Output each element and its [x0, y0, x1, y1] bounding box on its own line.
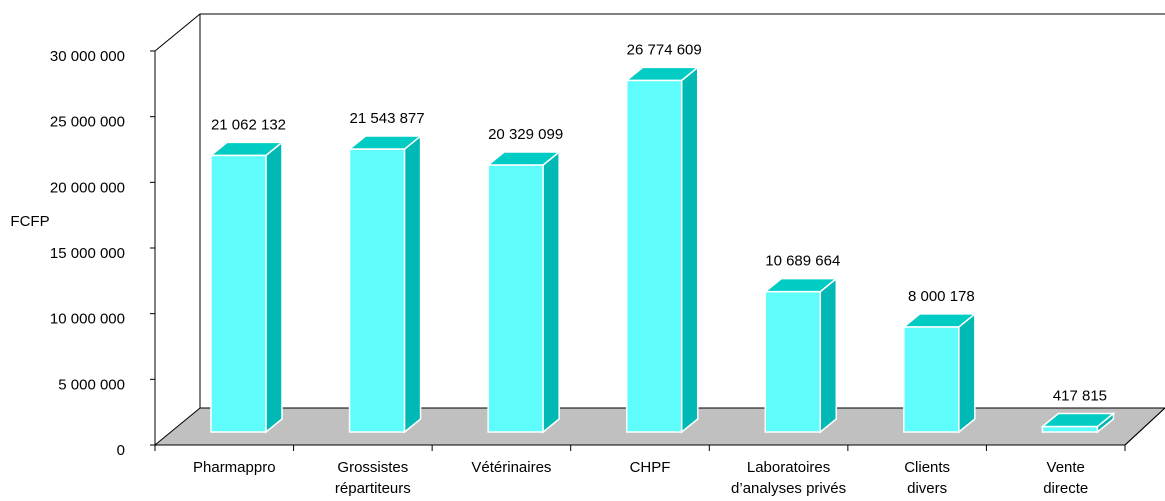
bar-side: [265, 140, 283, 434]
x-tick-label: Vente directe: [1043, 459, 1088, 497]
x-tick-label-line: Pharmappro: [193, 459, 276, 476]
bar-side: [403, 134, 422, 434]
bar-top: [763, 277, 839, 293]
x-tick-label-line: Clients: [904, 459, 950, 476]
bar-top: [208, 141, 285, 157]
bar-side: [542, 150, 560, 434]
x-tick-label-line: divers: [907, 480, 947, 497]
x-tick-label-line: Laboratoires: [747, 459, 830, 476]
x-axis: [1124, 407, 1165, 446]
y-tick-label: 25 000 000: [50, 114, 125, 131]
y-tick-label: 15 000 000: [50, 245, 125, 262]
value-label: 26 774 609: [627, 41, 702, 58]
bar-front: [348, 148, 406, 433]
x-tick-label: Laboratoires d’analyses privés: [731, 459, 846, 497]
x-tick-label-line: CHPF: [630, 459, 671, 476]
x-tick-label-line: Vétérinaires: [471, 459, 551, 476]
x-tick-label: CHPF: [630, 459, 671, 476]
y-tick-label: 0: [117, 442, 125, 459]
x-tick-label-line: Vente: [1047, 459, 1085, 476]
x-tick-label: Pharmappro: [193, 459, 276, 476]
x-tick-label-line: directe: [1043, 480, 1088, 497]
bar-side: [819, 277, 838, 434]
x-tick-label-line: d’analyses privés: [731, 480, 846, 497]
bar-top: [624, 66, 700, 82]
x-tick-label: Vétérinaires: [471, 459, 551, 476]
value-label: 21 062 132: [211, 116, 286, 133]
x-tick-label-line: Grossistes: [337, 459, 408, 476]
bar-front: [625, 79, 683, 433]
bar-top: [486, 151, 562, 166]
y-tick-label: 30 000 000: [50, 48, 125, 65]
bar-front: [764, 290, 822, 433]
bar-front: [487, 164, 544, 433]
x-tick-label-line: répartiteurs: [335, 480, 411, 497]
x-tick-label: Clients divers: [904, 459, 950, 497]
bar-front: [903, 326, 960, 433]
y-axis-label: FCFP: [10, 213, 49, 230]
x-tick-label: Grossistes répartiteurs: [335, 459, 411, 497]
bar-top: [347, 135, 423, 150]
bar-side: [680, 65, 699, 434]
bar-side: [958, 312, 976, 434]
bar-top: [901, 313, 977, 328]
y-tick-label: 5 000 000: [58, 376, 125, 393]
bar-top: [1040, 412, 1116, 428]
value-label: 10 689 664: [765, 253, 840, 270]
value-label: 20 329 099: [488, 126, 563, 143]
value-label: 21 543 877: [350, 110, 425, 127]
y-tick-label: 10 000 000: [50, 311, 125, 328]
y-tick-label: 20 000 000: [50, 179, 125, 196]
value-label: 8 000 178: [908, 288, 975, 305]
value-label: 417 815: [1053, 387, 1107, 404]
bar-front: [210, 154, 267, 433]
bar-front: [1041, 425, 1099, 433]
